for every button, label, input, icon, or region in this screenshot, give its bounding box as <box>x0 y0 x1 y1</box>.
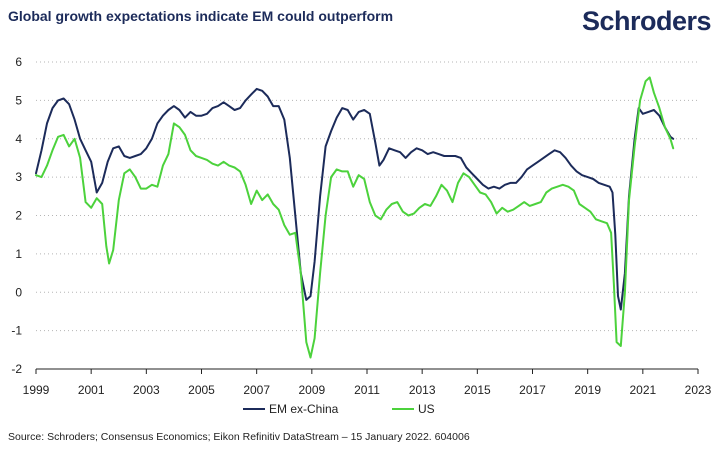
x-tick-label: 2009 <box>298 383 325 397</box>
y-tick-label: 2 <box>15 209 22 223</box>
y-tick-label: 3 <box>15 170 22 184</box>
y-tick-label: 4 <box>15 132 22 146</box>
legend-label: US <box>418 402 435 416</box>
line-chart: 6 5 4 3 2 1 0 -1 -2 1999 2001 2003 2005 2007 2009 2011… <box>11 55 712 416</box>
legend: EM ex-China US <box>243 402 435 416</box>
x-tick-label: 2001 <box>78 383 105 397</box>
x-tick-label: 2015 <box>464 383 491 397</box>
x-axis-ticks: 1999 2001 2003 2005 2007 2009 2011 2013 2015 2017… <box>23 369 712 397</box>
series-lines <box>35 76 675 359</box>
brand-logo: Schroders <box>581 6 712 36</box>
series-line-us <box>35 76 675 359</box>
gridlines <box>36 61 698 332</box>
x-tick-label: 2017 <box>519 383 546 397</box>
y-tick-label: 1 <box>15 247 22 261</box>
x-tick-label: 2003 <box>133 383 160 397</box>
x-tick-label: 2021 <box>629 383 656 397</box>
x-tick-label: 2013 <box>409 383 436 397</box>
x-tick-label: 2023 <box>685 383 712 397</box>
x-tick-label: 2005 <box>188 383 215 397</box>
y-tick-label: 0 <box>15 285 22 299</box>
y-tick-label: -1 <box>11 324 22 338</box>
x-tick-label: 2007 <box>243 383 270 397</box>
series-line-em-ex-china <box>35 87 675 311</box>
x-tick-label: 2019 <box>574 383 601 397</box>
legend-label: EM ex-China <box>269 402 339 416</box>
x-tick-label: 2011 <box>354 383 380 397</box>
y-axis-ticks: 6 5 4 3 2 1 0 -1 -2 <box>11 55 22 376</box>
source-note: Source: Schroders; Consensus Economics; … <box>8 431 470 443</box>
chart-title: Global growth expectations indicate EM c… <box>8 8 394 24</box>
y-tick-label: -2 <box>11 362 22 376</box>
y-tick-label: 6 <box>15 55 22 69</box>
x-tick-label: 1999 <box>23 383 50 397</box>
y-tick-label: 5 <box>15 93 22 107</box>
